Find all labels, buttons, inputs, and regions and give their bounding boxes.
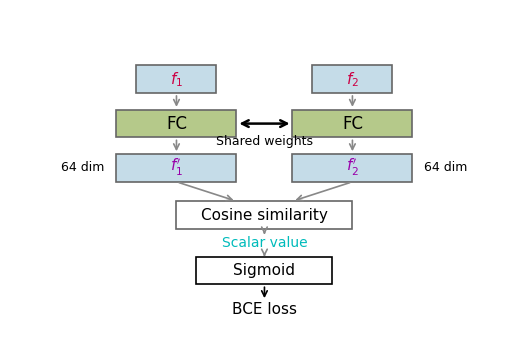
FancyBboxPatch shape bbox=[312, 66, 393, 93]
Text: 64 dim: 64 dim bbox=[61, 161, 104, 175]
Text: Scalar value: Scalar value bbox=[222, 236, 307, 250]
Text: $f_2$: $f_2$ bbox=[346, 70, 359, 89]
Text: FC: FC bbox=[166, 114, 187, 132]
Text: $f_1^{\prime}$: $f_1^{\prime}$ bbox=[170, 157, 183, 179]
Text: $f_1$: $f_1$ bbox=[170, 70, 183, 89]
Text: 64 dim: 64 dim bbox=[424, 161, 468, 175]
FancyBboxPatch shape bbox=[197, 257, 332, 284]
Text: Shared weights: Shared weights bbox=[216, 135, 313, 148]
FancyBboxPatch shape bbox=[117, 110, 236, 138]
Text: Sigmoid: Sigmoid bbox=[233, 263, 296, 278]
FancyBboxPatch shape bbox=[293, 110, 412, 138]
Text: BCE loss: BCE loss bbox=[232, 302, 297, 317]
Text: Cosine similarity: Cosine similarity bbox=[201, 208, 328, 222]
FancyBboxPatch shape bbox=[136, 66, 217, 93]
Text: $f_2^{\prime}$: $f_2^{\prime}$ bbox=[346, 157, 359, 179]
FancyBboxPatch shape bbox=[117, 154, 236, 182]
Text: FC: FC bbox=[342, 114, 363, 132]
FancyBboxPatch shape bbox=[176, 201, 352, 229]
FancyBboxPatch shape bbox=[293, 154, 412, 182]
